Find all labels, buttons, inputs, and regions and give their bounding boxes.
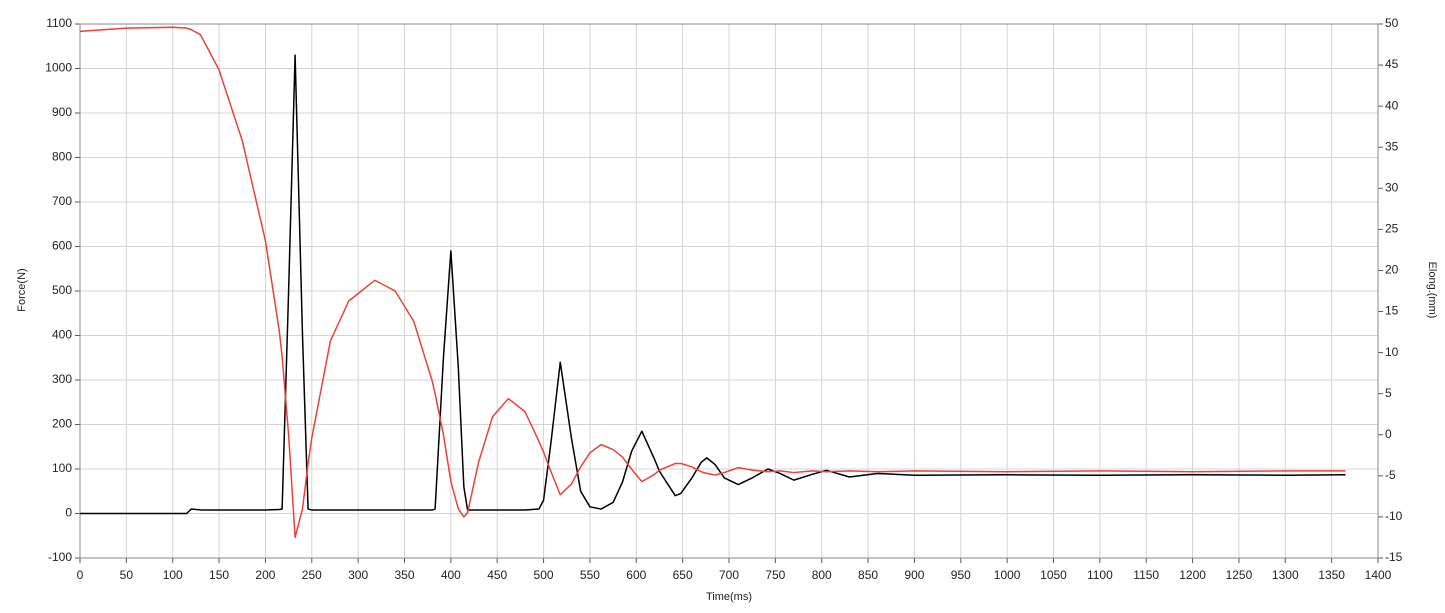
x-tick-label: 700 <box>719 568 739 582</box>
x-tick-label: 50 <box>120 568 134 582</box>
y-tick-label: 400 <box>52 328 72 342</box>
x-tick-label: 900 <box>904 568 924 582</box>
y2-tick-label: 0 <box>1385 427 1392 441</box>
x-tick-label: 600 <box>626 568 646 582</box>
x-tick-label: 200 <box>255 568 275 582</box>
x-tick-label: 1200 <box>1179 568 1206 582</box>
y2-tick-label: 50 <box>1385 16 1399 30</box>
y2-tick-label: 5 <box>1385 386 1392 400</box>
x-tick-label: 250 <box>302 568 322 582</box>
x-tick-label: 1300 <box>1272 568 1299 582</box>
x-tick-label: 400 <box>441 568 461 582</box>
x-tick-label: 1050 <box>1040 568 1067 582</box>
y2-axis-label: Elong.(mm) <box>1426 262 1438 319</box>
y-tick-label: 300 <box>52 372 72 386</box>
y2-tick-label: 25 <box>1385 222 1399 236</box>
y2-tick-label: 20 <box>1385 263 1399 277</box>
x-tick-label: 950 <box>951 568 971 582</box>
y2-tick-label: 10 <box>1385 345 1399 359</box>
x-tick-label: 1100 <box>1087 568 1113 582</box>
x-axis-label: Time(ms) <box>706 591 752 603</box>
x-tick-label: 1150 <box>1133 568 1159 582</box>
y2-tick-label: 30 <box>1385 180 1399 194</box>
x-tick-label: 100 <box>163 568 183 582</box>
y2-tick-label: -5 <box>1385 468 1396 482</box>
x-tick-label: 550 <box>580 568 600 582</box>
x-tick-label: 800 <box>812 568 832 582</box>
x-tick-label: 650 <box>673 568 693 582</box>
x-tick-label: 500 <box>534 568 554 582</box>
x-tick-label: 150 <box>209 568 229 582</box>
y-axis-label: Force(N) <box>16 268 28 311</box>
y-tick-label: 200 <box>52 417 72 431</box>
x-tick-label: 300 <box>348 568 368 582</box>
x-tick-label: 850 <box>858 568 878 582</box>
y-tick-label: 800 <box>52 150 72 164</box>
x-tick-label: 1000 <box>994 568 1021 582</box>
y-tick-label: 0 <box>65 506 72 520</box>
y2-tick-label: 35 <box>1385 139 1399 153</box>
data-line <box>80 54 1346 515</box>
y-tick-label: 500 <box>52 283 72 297</box>
y-tick-label: 1100 <box>46 16 72 30</box>
x-tick-label: 1350 <box>1318 568 1345 582</box>
y2-tick-label: -10 <box>1385 509 1403 523</box>
y2-tick-label: -15 <box>1385 550 1403 564</box>
y-tick-label: -100 <box>48 550 72 564</box>
y2-tick-label: 40 <box>1385 98 1399 112</box>
y-tick-label: 700 <box>52 194 72 208</box>
y-tick-label: 900 <box>52 105 72 119</box>
data-line <box>79 26 1346 539</box>
plot-border <box>79 23 1379 559</box>
x-tick-label: 750 <box>765 568 785 582</box>
x-tick-label: 450 <box>487 568 507 582</box>
x-tick-label: 0 <box>77 568 84 582</box>
x-tick-label: 1400 <box>1365 568 1392 582</box>
y2-tick-label: 45 <box>1385 57 1399 71</box>
y2-tick-label: 15 <box>1385 304 1399 318</box>
y-tick-label: 600 <box>52 239 72 253</box>
x-tick-label: 350 <box>394 568 414 582</box>
x-tick-label: 1250 <box>1226 568 1253 582</box>
y-tick-label: 1000 <box>45 61 72 75</box>
y-tick-label: 100 <box>52 461 72 475</box>
